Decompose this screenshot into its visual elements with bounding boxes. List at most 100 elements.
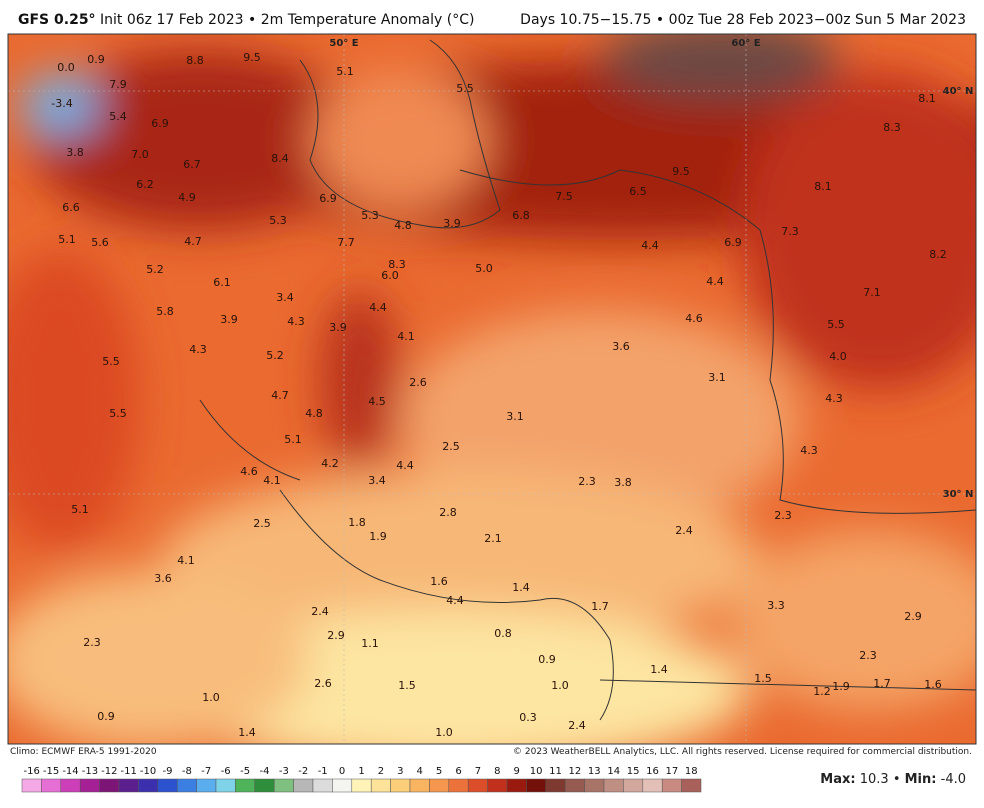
map-value: 5.0: [475, 262, 493, 275]
colorbar-label: 15: [627, 766, 640, 777]
colorbar-cell: [448, 778, 469, 793]
colorbar-cell: [196, 778, 217, 793]
map-value: 6.9: [319, 192, 337, 205]
map-value: 6.1: [213, 276, 231, 289]
colorbar-cell: [661, 778, 682, 793]
colorbar-cell: [157, 778, 178, 793]
colorbar-label: 17: [666, 766, 679, 777]
colorbar-cell: [235, 778, 256, 793]
colorbar-label: 13: [588, 766, 601, 777]
grid-label: 30° N: [943, 489, 974, 500]
colorbar-label: -8: [182, 766, 192, 777]
map-value: 1.8: [348, 516, 366, 529]
map-value: 7.5: [555, 190, 573, 203]
map-value: 1.5: [398, 679, 416, 692]
colorbar-label: -15: [43, 766, 59, 777]
map-value: 1.4: [650, 663, 668, 676]
colorbar-cell: [254, 778, 275, 793]
colorbar-label: -2: [298, 766, 308, 777]
colorbar-label: 7: [475, 766, 481, 777]
map-value: 2.9: [327, 629, 345, 642]
map-value: 1.7: [873, 677, 891, 690]
map-value: 2.3: [578, 475, 596, 488]
map-value: 1.0: [551, 679, 569, 692]
map-value: 3.3: [767, 599, 785, 612]
map-value: 5.5: [827, 318, 845, 331]
map-value: 3.4: [276, 291, 294, 304]
colorbar-cell: [79, 778, 100, 793]
map-value: 7.7: [337, 236, 355, 249]
map-value: 3.9: [443, 217, 461, 230]
model: GFS 0.25°: [18, 12, 96, 28]
map-value: 5.3: [361, 209, 379, 222]
map-value: 4.4: [641, 239, 659, 252]
max-label: Max:: [820, 772, 856, 787]
map-value: 5.5: [109, 407, 127, 420]
map-value: 3.8: [614, 476, 632, 489]
colorbar-cell: [584, 778, 605, 793]
colorbar-cell: [564, 778, 585, 793]
map-value: 0.9: [87, 53, 105, 66]
map-value: 7.9: [109, 78, 127, 91]
colorbar-cell: [603, 778, 624, 793]
map-value: 2.6: [409, 376, 427, 389]
colorbar-cell: [21, 778, 42, 793]
map-value: 5.1: [58, 233, 76, 246]
map-value: 2.5: [442, 440, 460, 453]
map-value: 1.9: [832, 680, 850, 693]
map-value: 1.4: [238, 726, 256, 739]
colorbar-cell: [351, 778, 372, 793]
max-min: Max: 10.3 • Min: -4.0: [820, 772, 966, 787]
period: Days 10.75−15.75 • 00z Tue 28 Feb 2023−0…: [520, 12, 966, 28]
map-value: 5.2: [146, 263, 164, 276]
colorbar-label: -5: [240, 766, 250, 777]
map-value: 2.4: [568, 719, 586, 732]
colorbar-label: 2: [378, 766, 384, 777]
grid-label: 60° E: [731, 38, 760, 49]
borders: [199, 39, 976, 721]
map-value: 8.4: [271, 152, 289, 165]
run-info: Init 06z 17 Feb 2023 • 2m Temperature An…: [100, 12, 475, 28]
map-value: 8.1: [918, 92, 936, 105]
colorbar-label: 8: [494, 766, 500, 777]
colorbar-label: 11: [549, 766, 562, 777]
colorbar-cell: [332, 778, 353, 793]
map-value: 5.1: [336, 65, 354, 78]
colorbar-label: 14: [607, 766, 620, 777]
map-value: 1.5: [754, 672, 772, 685]
map-value: 2.8: [439, 506, 457, 519]
map-value: 2.1: [484, 532, 502, 545]
colorbar-label: 3: [397, 766, 403, 777]
colorbar-cell: [138, 778, 159, 793]
map-value: 4.4: [396, 459, 414, 472]
colorbar-label: -7: [201, 766, 211, 777]
map-value: 8.8: [186, 54, 204, 67]
colorbar-label: -9: [163, 766, 173, 777]
map-value: 6.8: [512, 209, 530, 222]
map-value: 4.4: [446, 594, 464, 607]
colorbar-cell: [99, 778, 120, 793]
map-value: 8.2: [929, 248, 947, 261]
map-value: 0.9: [538, 653, 556, 666]
colorbar-cell: [293, 778, 314, 793]
map-frame: [7, 33, 977, 745]
map-value: 6.9: [724, 236, 742, 249]
map-value: 2.9: [904, 610, 922, 623]
map-value: 4.3: [825, 392, 843, 405]
colorbar-label: 4: [417, 766, 423, 777]
map-value: 2.5: [253, 517, 271, 530]
map-value: 6.7: [183, 158, 201, 171]
min-value: -4.0: [940, 772, 966, 787]
climo: Climo: ECMWF ERA-5 1991-2020: [10, 747, 157, 757]
map-value: 4.5: [368, 395, 386, 408]
map-value: 3.6: [154, 572, 172, 585]
map-value: 3.4: [368, 474, 386, 487]
colorbar-cell: [41, 778, 62, 793]
map-value: 4.9: [178, 191, 196, 204]
colorbar-cell: [642, 778, 663, 793]
map-value: 5.5: [102, 355, 120, 368]
map-value: 4.6: [240, 465, 258, 478]
map-value: 8.1: [814, 180, 832, 193]
